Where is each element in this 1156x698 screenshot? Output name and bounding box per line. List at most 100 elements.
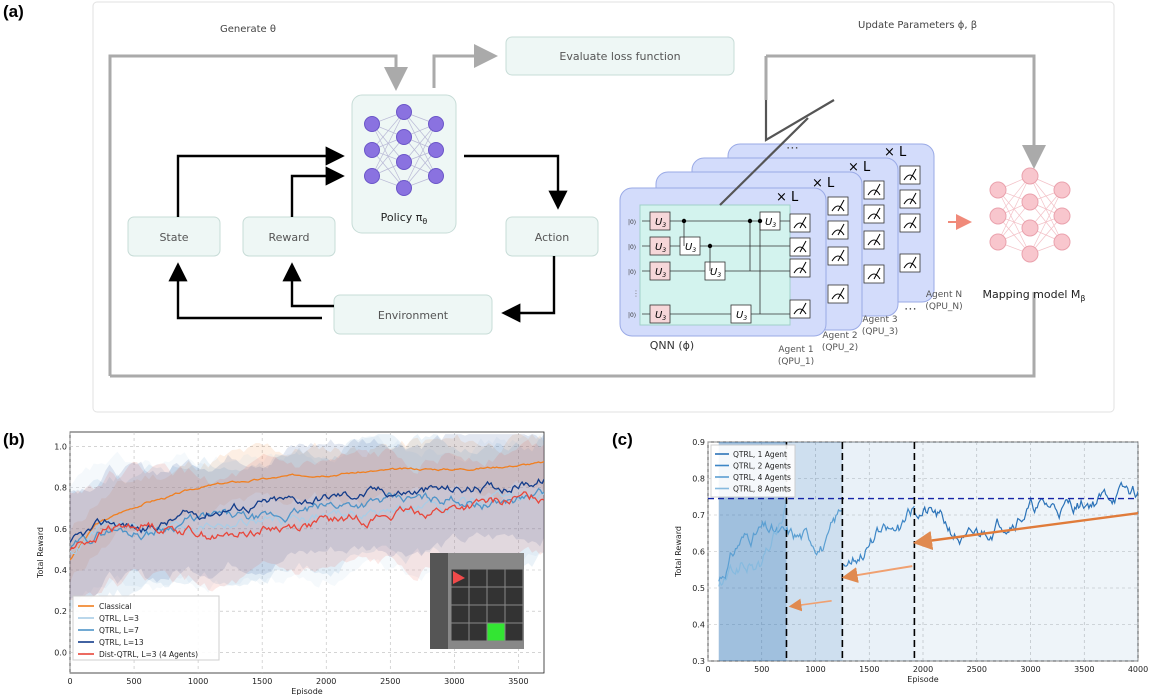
series-line bbox=[913, 481, 1138, 546]
policy-edge bbox=[403, 111, 437, 151]
u3-gate bbox=[649, 304, 671, 324]
policy-node bbox=[428, 142, 444, 158]
legend-entry: Dist-QTRL, L=3 (4 Agents) bbox=[99, 650, 198, 659]
plot-series-group bbox=[70, 434, 544, 611]
mapping-node bbox=[1021, 219, 1039, 237]
policy-node bbox=[396, 104, 412, 120]
agent-marker bbox=[453, 571, 465, 584]
policy-edge bbox=[403, 111, 437, 177]
y-tick-label: 0.4 bbox=[54, 566, 67, 575]
agent-1-qpu: (QPU_1) bbox=[778, 357, 814, 367]
gate-label: U3 bbox=[710, 267, 721, 279]
gate-label: U3 bbox=[685, 242, 696, 254]
evaluate-loss-label: Evaluate loss function bbox=[559, 50, 680, 63]
legend-box bbox=[72, 595, 220, 661]
meter-needle bbox=[909, 256, 917, 269]
meter-arc bbox=[867, 189, 881, 196]
legend-entry: Classical bbox=[99, 602, 132, 611]
qnn-label: QNN (ϕ) bbox=[650, 339, 694, 352]
x-tick-label: 4000 bbox=[1128, 665, 1148, 674]
meter-arc bbox=[903, 222, 917, 229]
update-label: Update Parameters ϕ, β bbox=[858, 20, 977, 31]
policy-node bbox=[364, 142, 380, 158]
meter-arc bbox=[903, 262, 917, 269]
series-line bbox=[70, 487, 544, 551]
mapping-network-icon bbox=[989, 167, 1071, 263]
policy-label: Policy πθ bbox=[381, 211, 428, 226]
mapping-node bbox=[989, 181, 1007, 199]
gate-label: U3 bbox=[655, 267, 666, 279]
meter-needle bbox=[837, 223, 845, 236]
policy-edge bbox=[403, 123, 437, 189]
series-band bbox=[70, 434, 544, 583]
meter-arc bbox=[793, 246, 807, 253]
meter-arc bbox=[793, 308, 807, 315]
series-band bbox=[70, 439, 544, 601]
y-tick-label: 0.7 bbox=[692, 511, 705, 520]
x-axis-label: Episode bbox=[907, 675, 938, 684]
x-tick-label: 500 bbox=[126, 677, 141, 686]
meter-needle bbox=[837, 199, 845, 212]
chart-c: 0 500 1000 1500 2000 2500 3000 3500 4000 0.3 0.4 0.… bbox=[674, 438, 1148, 684]
grid-cell bbox=[468, 568, 488, 588]
policy-edge bbox=[371, 111, 405, 151]
chart-c-legend: QTRL, 1 Agent QTRL, 2 Agents QTRL, 4 Agent… bbox=[710, 444, 796, 498]
meter-needle bbox=[799, 302, 807, 315]
gate-label: U3 bbox=[655, 217, 666, 229]
mapping-label: Mapping model Mβ bbox=[982, 288, 1085, 303]
y-tick-label: 0.2 bbox=[54, 607, 67, 616]
meter-needle bbox=[909, 192, 917, 205]
mapping-node bbox=[1053, 233, 1071, 251]
policy-node bbox=[364, 168, 380, 184]
meter-needle bbox=[909, 168, 917, 181]
transition-arrow bbox=[841, 565, 913, 583]
agent-2-name: Agent 2 bbox=[822, 331, 857, 341]
gate-label: U3 bbox=[765, 217, 776, 229]
legend-entry: QTRL, 1 Agent bbox=[733, 450, 787, 459]
state-label: State bbox=[159, 231, 188, 244]
u3-gate bbox=[730, 304, 752, 324]
policy-edge bbox=[403, 149, 437, 189]
x-tick-label: 1000 bbox=[188, 677, 208, 686]
reward-box bbox=[242, 216, 336, 257]
x-tick-label: 2500 bbox=[967, 665, 987, 674]
meter-arc bbox=[867, 273, 881, 280]
meter-needle bbox=[873, 267, 881, 280]
series-line bbox=[718, 508, 843, 582]
plot-series-group-c bbox=[708, 442, 1138, 661]
y-tick-label: 0.8 bbox=[692, 475, 705, 484]
mapping-node bbox=[1021, 245, 1039, 263]
chart-b: 0 500 1000 1500 2000 2500 3000 3500 0.0 0.2 0.4 0.6… bbox=[36, 431, 545, 695]
policy-network-icon bbox=[364, 104, 444, 196]
panel-label-a: (a) bbox=[3, 2, 24, 21]
grid-cell bbox=[468, 622, 488, 642]
ket-zero: |0⟩ bbox=[628, 312, 636, 319]
environment-box bbox=[333, 294, 493, 335]
meter-needle bbox=[799, 261, 807, 274]
times-l-label-4: × L bbox=[884, 145, 907, 160]
gate-label: U3 bbox=[736, 310, 747, 322]
x-tick-label: 2500 bbox=[380, 677, 400, 686]
y-tick-label: 0.6 bbox=[692, 548, 705, 557]
x-tick-label: 2000 bbox=[316, 677, 336, 686]
meter-arc bbox=[867, 239, 881, 246]
policy-node bbox=[428, 116, 444, 132]
meter-needle bbox=[873, 183, 881, 196]
gate-label: U3 bbox=[655, 310, 666, 322]
meter-arc bbox=[867, 213, 881, 220]
mapping-edge bbox=[997, 175, 1031, 243]
mapping-node bbox=[1021, 193, 1039, 211]
meter-needle bbox=[837, 287, 845, 300]
legend-entry: QTRL, 2 Agents bbox=[733, 462, 791, 471]
policy-edge bbox=[371, 136, 405, 177]
y-axis-label: Total Reward bbox=[674, 526, 683, 578]
ket-zero: |0⟩ bbox=[628, 269, 636, 276]
grid-cell bbox=[486, 568, 506, 588]
chart-b-legend: Classical QTRL, L=3 QTRL, L=7 QTRL, L=13 Dis… bbox=[72, 595, 220, 661]
meter-needle bbox=[799, 240, 807, 253]
series-line bbox=[842, 505, 915, 567]
grid-cell bbox=[486, 586, 506, 606]
grid-cell bbox=[468, 586, 488, 606]
action-label: Action bbox=[535, 231, 569, 244]
policy-node bbox=[396, 129, 412, 145]
